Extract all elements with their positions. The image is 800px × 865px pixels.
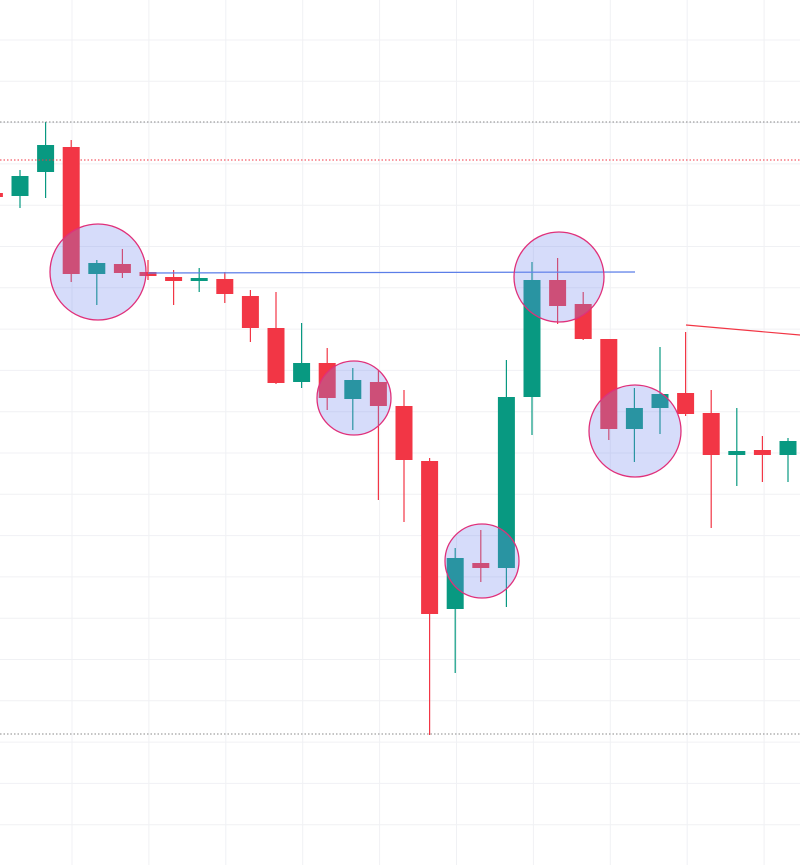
candle-body <box>190 278 208 281</box>
highlight-circle <box>588 384 682 478</box>
candle-body <box>446 558 464 609</box>
highlight-circle <box>316 360 392 436</box>
candle-body <box>779 441 797 455</box>
highlight-circle <box>513 231 605 323</box>
candle-body <box>293 363 311 382</box>
candle-body <box>216 279 234 294</box>
candle-body <box>11 176 29 196</box>
candle-body <box>677 393 695 414</box>
candles <box>0 122 797 735</box>
candle-body <box>497 397 515 568</box>
candle-body <box>549 280 567 306</box>
candle-body <box>139 272 157 276</box>
candle-body <box>344 380 362 399</box>
candle-body <box>0 193 3 197</box>
candle-body <box>267 328 285 383</box>
candle-body <box>369 382 387 406</box>
candle-body <box>37 145 55 172</box>
candle-body <box>753 450 771 455</box>
candle-body <box>165 277 183 281</box>
highlight-circle <box>444 523 520 599</box>
candle-body <box>600 339 618 429</box>
candle-body <box>62 147 80 274</box>
candle-body <box>113 264 131 273</box>
highlight-circle <box>49 223 147 321</box>
candle-body <box>574 304 592 339</box>
candle-body <box>702 413 720 455</box>
trend-line <box>147 271 636 274</box>
candle-body <box>241 296 259 328</box>
candle-body <box>318 363 336 398</box>
candle-body <box>728 451 746 455</box>
candle-body <box>421 461 439 614</box>
candle-body <box>395 406 413 460</box>
candle-body <box>472 563 490 568</box>
candle-body <box>88 263 106 274</box>
candle-body <box>625 408 643 429</box>
trend-line <box>685 324 800 336</box>
candle-body <box>651 394 669 408</box>
